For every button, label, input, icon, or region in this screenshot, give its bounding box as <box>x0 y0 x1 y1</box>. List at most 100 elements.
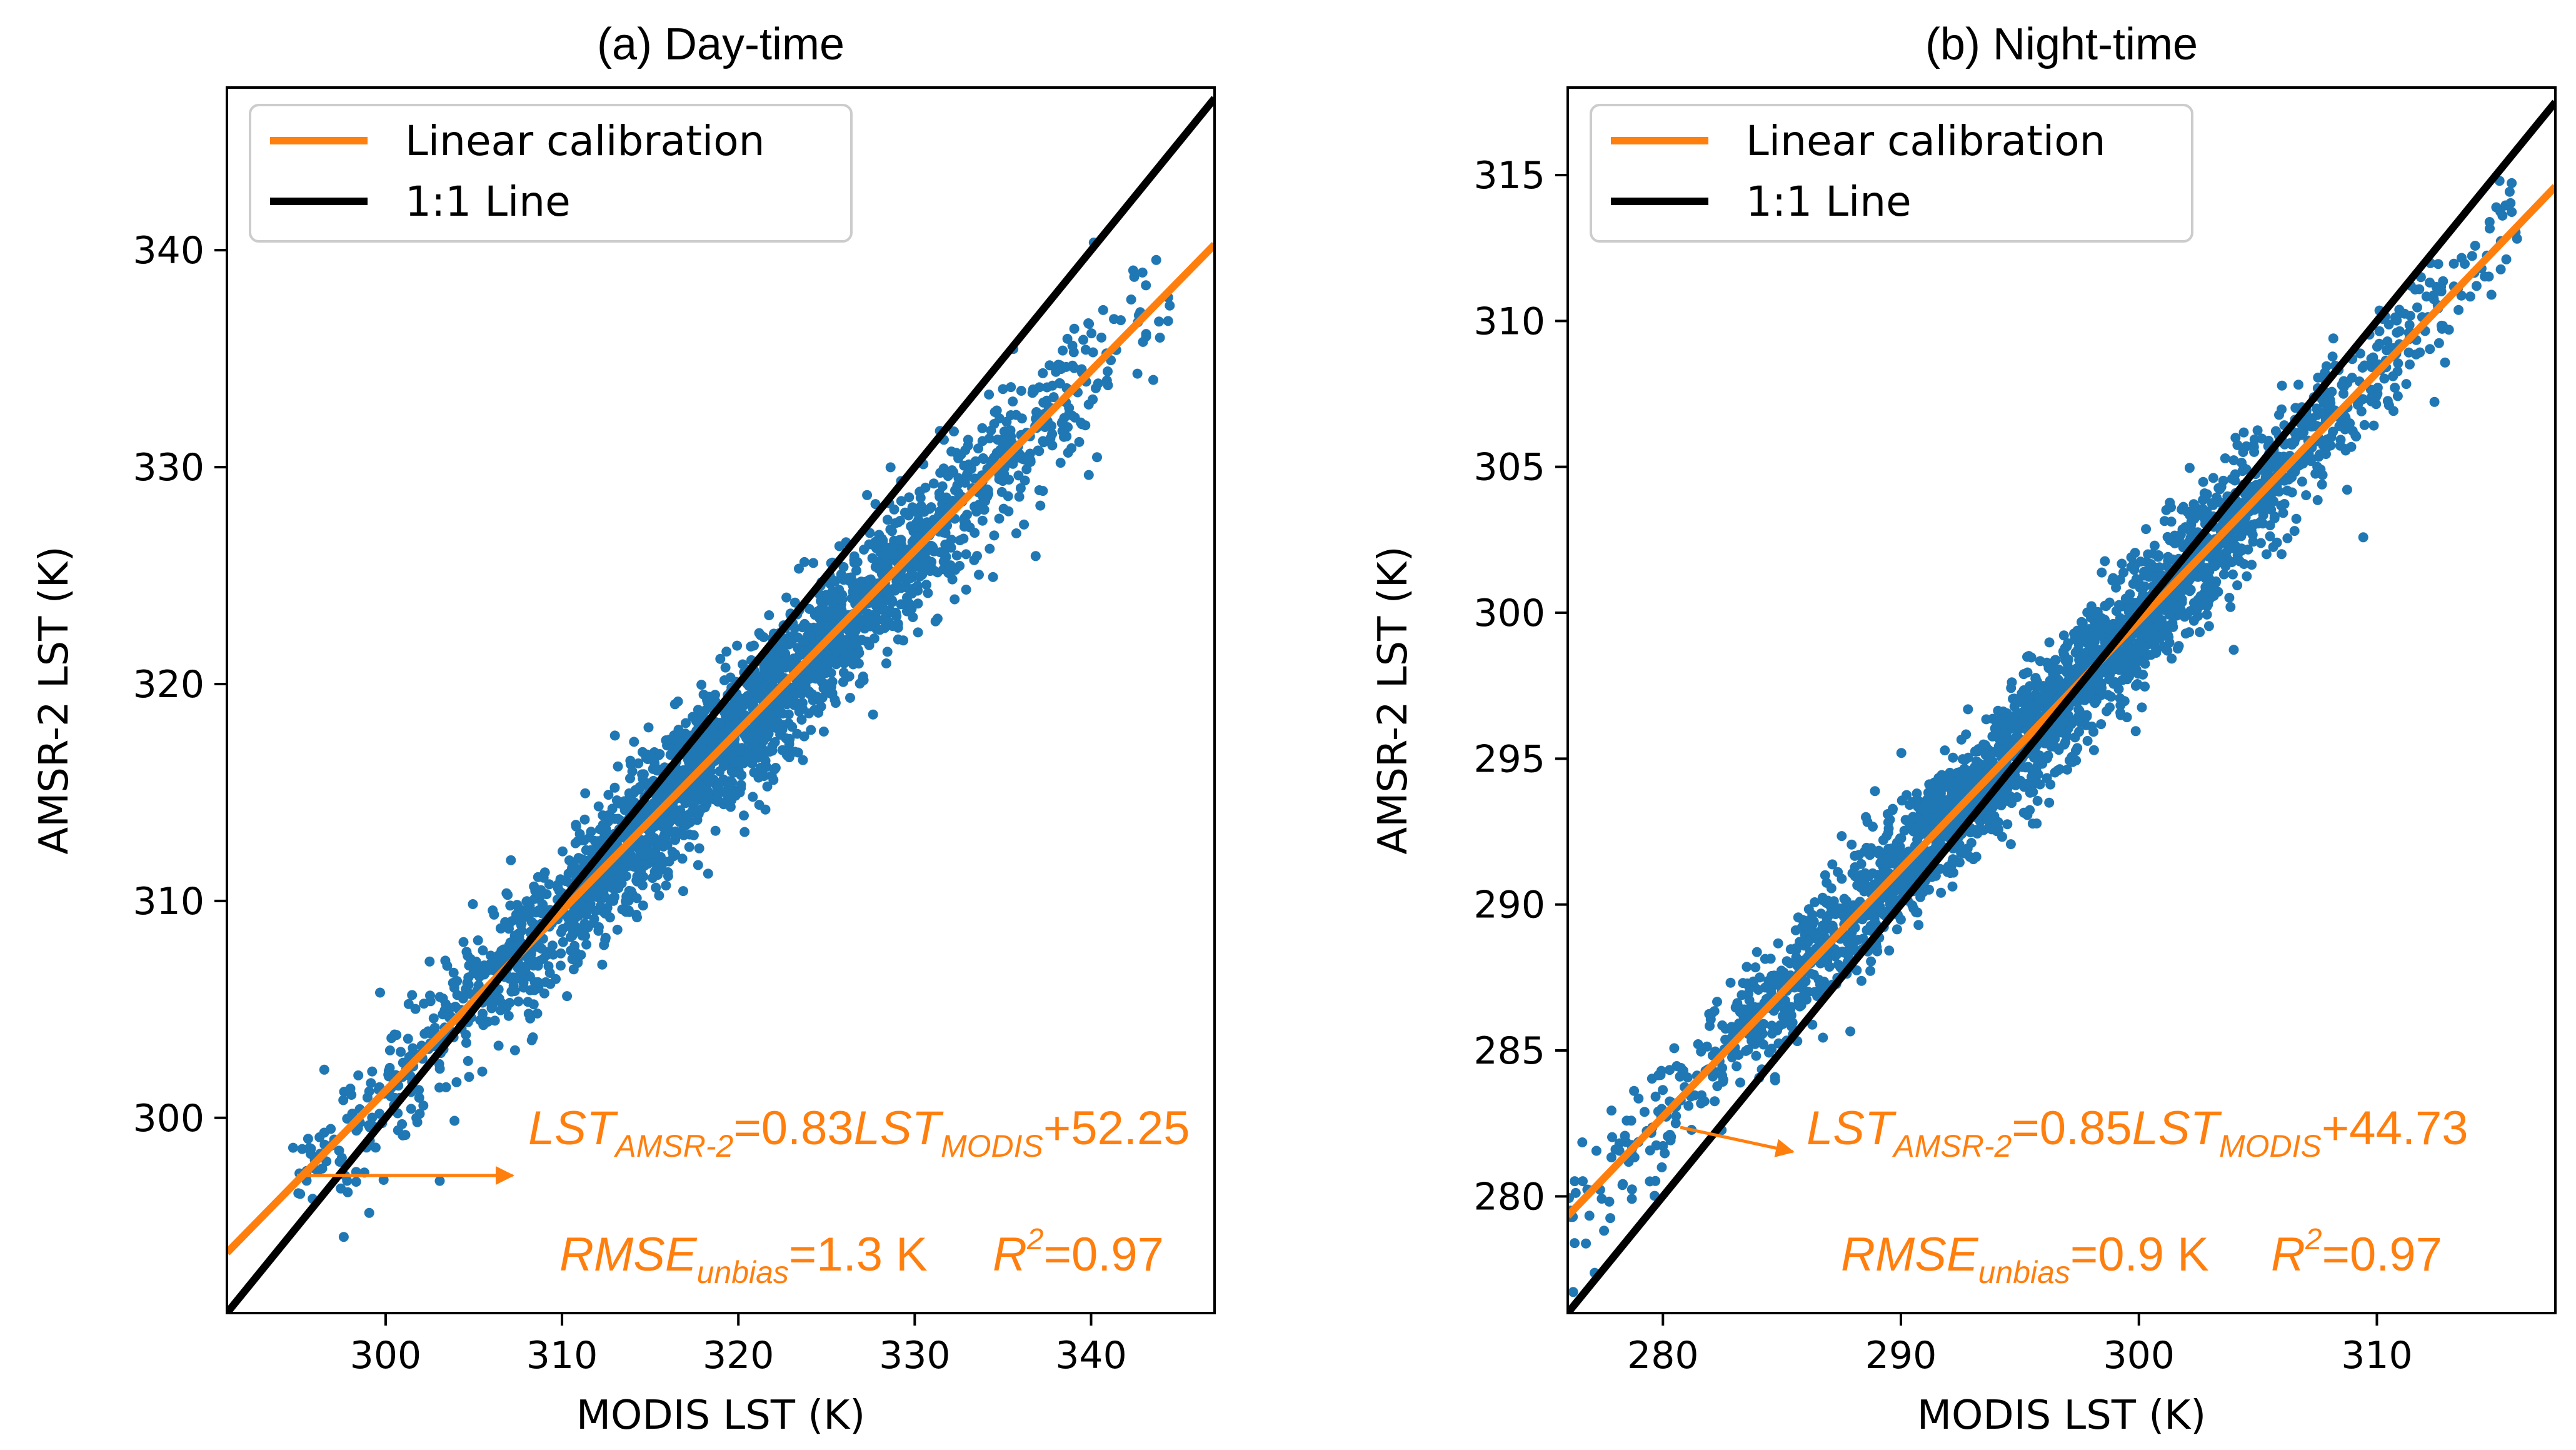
scatter-point <box>2189 616 2199 626</box>
scatter-point <box>931 617 941 627</box>
scatter-point <box>1605 1197 1615 1207</box>
y-axis-label: AMSR-2 LST (K) <box>31 546 78 854</box>
scatter-point <box>939 466 949 476</box>
scatter-point <box>2367 396 2377 406</box>
scatter-point <box>1710 1096 1720 1106</box>
scatter-point <box>2412 303 2422 313</box>
scatter-point <box>1000 435 1010 445</box>
scatter-point <box>999 504 1009 514</box>
scatter-point <box>961 549 971 559</box>
scatter-point <box>632 893 642 903</box>
scatter-point <box>2167 653 2177 663</box>
scatter-point <box>1818 1033 1828 1043</box>
scatter-point <box>915 487 925 497</box>
scatter-point <box>1897 748 1907 758</box>
scatter-point <box>1978 740 1988 750</box>
scatter-point <box>319 1128 329 1138</box>
scatter-point <box>1109 314 1119 324</box>
scatter-point <box>562 991 572 1001</box>
scatter-point <box>925 504 935 514</box>
scatter-point <box>430 1023 440 1033</box>
scatter-point <box>902 607 912 617</box>
scatter-point <box>943 568 953 578</box>
scatter-point <box>2163 552 2173 562</box>
scatter-point <box>679 830 689 840</box>
scatter-point <box>449 968 459 978</box>
scatter-point <box>749 739 759 749</box>
scatter-point <box>1627 1194 1637 1204</box>
scatter-point <box>1056 458 1066 468</box>
scatter-point <box>1015 492 1025 502</box>
scatter-point <box>1840 894 1850 904</box>
scatter-point <box>2350 431 2360 441</box>
scatter-point <box>887 526 897 536</box>
scatter-point <box>613 925 623 935</box>
scatter-point <box>539 989 549 999</box>
scatter-point <box>1902 790 1912 800</box>
scatter-point <box>1038 368 1048 378</box>
scatter-point <box>2393 358 2403 368</box>
scatter-point <box>1803 937 1813 947</box>
scatter-point <box>1141 331 1151 341</box>
scatter-point <box>1103 366 1113 376</box>
scatter-point <box>1148 375 1158 385</box>
scatter-point <box>830 695 840 705</box>
scatter-point <box>2369 421 2379 431</box>
scatter-point <box>764 610 774 620</box>
scatter-point <box>2228 570 2238 580</box>
scatter-point <box>521 963 531 973</box>
scatter-point <box>2176 530 2186 540</box>
scatter-point <box>1128 266 1138 276</box>
scatter-point <box>721 663 731 673</box>
scatter-point <box>2360 420 2370 430</box>
scatter-point <box>303 1134 313 1144</box>
scatter-point <box>2002 819 2012 829</box>
scatter-point <box>2033 755 2043 765</box>
scatter-point <box>1837 874 1847 884</box>
scatter-point <box>818 668 828 678</box>
scatter-point <box>1585 1211 1595 1221</box>
scatter-point <box>1795 1002 1805 1012</box>
scatter-point <box>917 570 927 580</box>
scatter-point <box>875 625 885 635</box>
scatter-point <box>784 710 794 720</box>
scatter-point <box>768 717 778 727</box>
scatter-point <box>995 413 1005 423</box>
scatter-point <box>1737 990 1747 1000</box>
scatter-point <box>624 788 634 798</box>
scatter-point <box>1013 470 1023 480</box>
eq-rhs-tail: +52.25 <box>1043 1102 1190 1155</box>
x-tick-label: 330 <box>879 1334 951 1377</box>
scatter-point <box>1651 1140 1661 1150</box>
scatter-point <box>2028 787 2038 797</box>
scatter-point <box>2237 546 2247 556</box>
scatter-point <box>649 758 659 768</box>
scatter-point <box>403 1034 413 1044</box>
scatter-point <box>1865 966 1875 976</box>
scatter-point <box>896 583 906 593</box>
scatter-point <box>1086 328 1096 338</box>
scatter-point <box>1669 1043 1679 1053</box>
scatter-point <box>600 935 610 945</box>
scatter-point <box>589 918 599 928</box>
scatter-point <box>1970 747 1980 757</box>
scatter-point <box>2118 568 2128 578</box>
scatter-point <box>2229 455 2239 465</box>
scatter-point <box>884 591 894 601</box>
scatter-point <box>2181 628 2191 638</box>
scatter-point <box>397 1119 407 1129</box>
scatter-point <box>613 879 623 889</box>
legend: Linear calibration 1:1 Line <box>250 105 851 241</box>
scatter-point <box>2032 818 2042 828</box>
eq-rhs-var: LST <box>854 1102 944 1155</box>
scatter-point <box>2470 241 2480 251</box>
scatter-point <box>1937 770 1947 780</box>
scatter-point <box>1993 706 2003 716</box>
scatter-point <box>661 735 671 745</box>
scatter-point <box>463 951 473 961</box>
scatter-point <box>649 849 659 859</box>
scatter-point <box>696 680 706 690</box>
scatter-point <box>697 780 707 790</box>
scatter-point <box>955 561 965 571</box>
scatter-point <box>812 692 822 702</box>
